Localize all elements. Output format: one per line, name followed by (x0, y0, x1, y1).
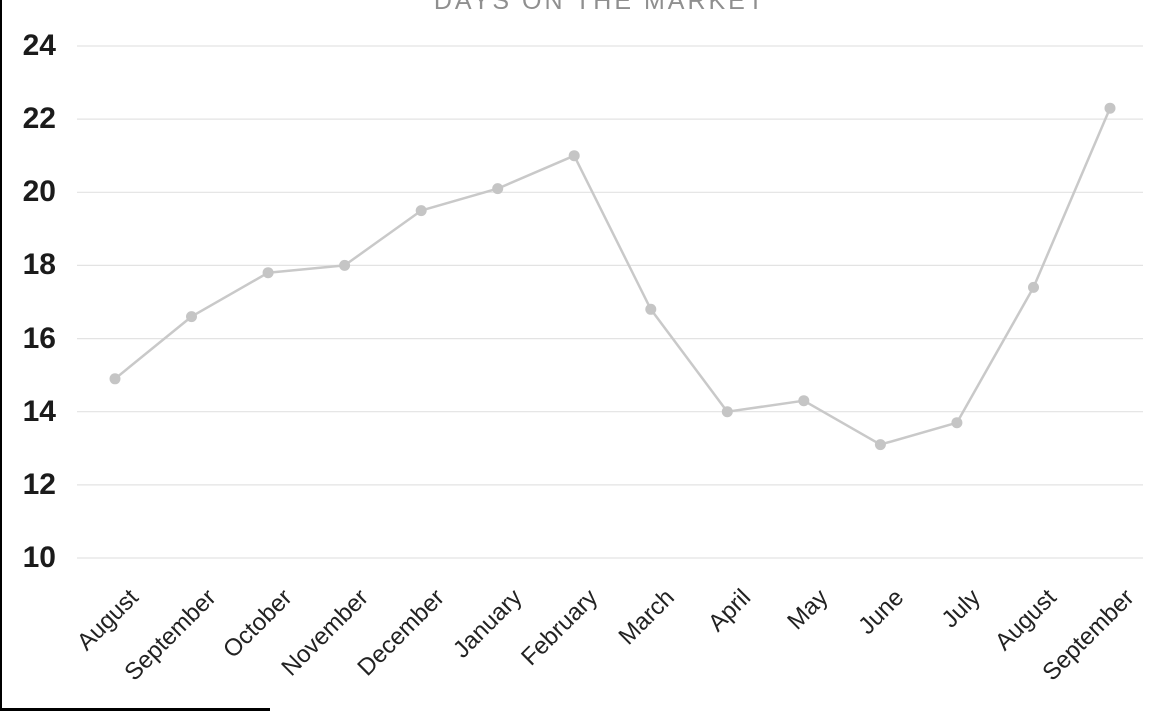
y-axis-tick-label: 20 (22, 175, 56, 208)
data-point-marker (951, 417, 963, 429)
y-axis-tick-label: 18 (22, 248, 56, 281)
data-point-marker (798, 395, 810, 407)
data-point-marker (1028, 281, 1039, 293)
y-axis-tick-label: 14 (22, 395, 56, 428)
y-axis-tick-label: 12 (22, 468, 56, 501)
screenshot-bottom-border (0, 708, 270, 711)
y-axis-tick-label: 10 (22, 541, 56, 574)
data-point-marker (874, 439, 886, 451)
data-point-marker (492, 183, 504, 195)
data-point-marker (186, 311, 197, 323)
data-point-marker (721, 406, 733, 418)
data-point-marker (645, 303, 657, 315)
y-axis-tick-label: 24 (22, 29, 56, 62)
data-point-marker (1104, 102, 1116, 114)
data-point-marker (415, 205, 427, 217)
screenshot-left-border (0, 0, 2, 711)
chart-title: DAYS ON THE MARKET (433, 0, 767, 15)
data-point-marker (568, 150, 580, 162)
y-axis-tick-label: 22 (22, 102, 56, 135)
data-point-marker (339, 259, 351, 271)
data-point-marker (109, 373, 121, 385)
series-line (114, 107, 1112, 446)
y-axis-tick-label: 16 (22, 322, 56, 355)
data-point-marker (262, 267, 274, 279)
